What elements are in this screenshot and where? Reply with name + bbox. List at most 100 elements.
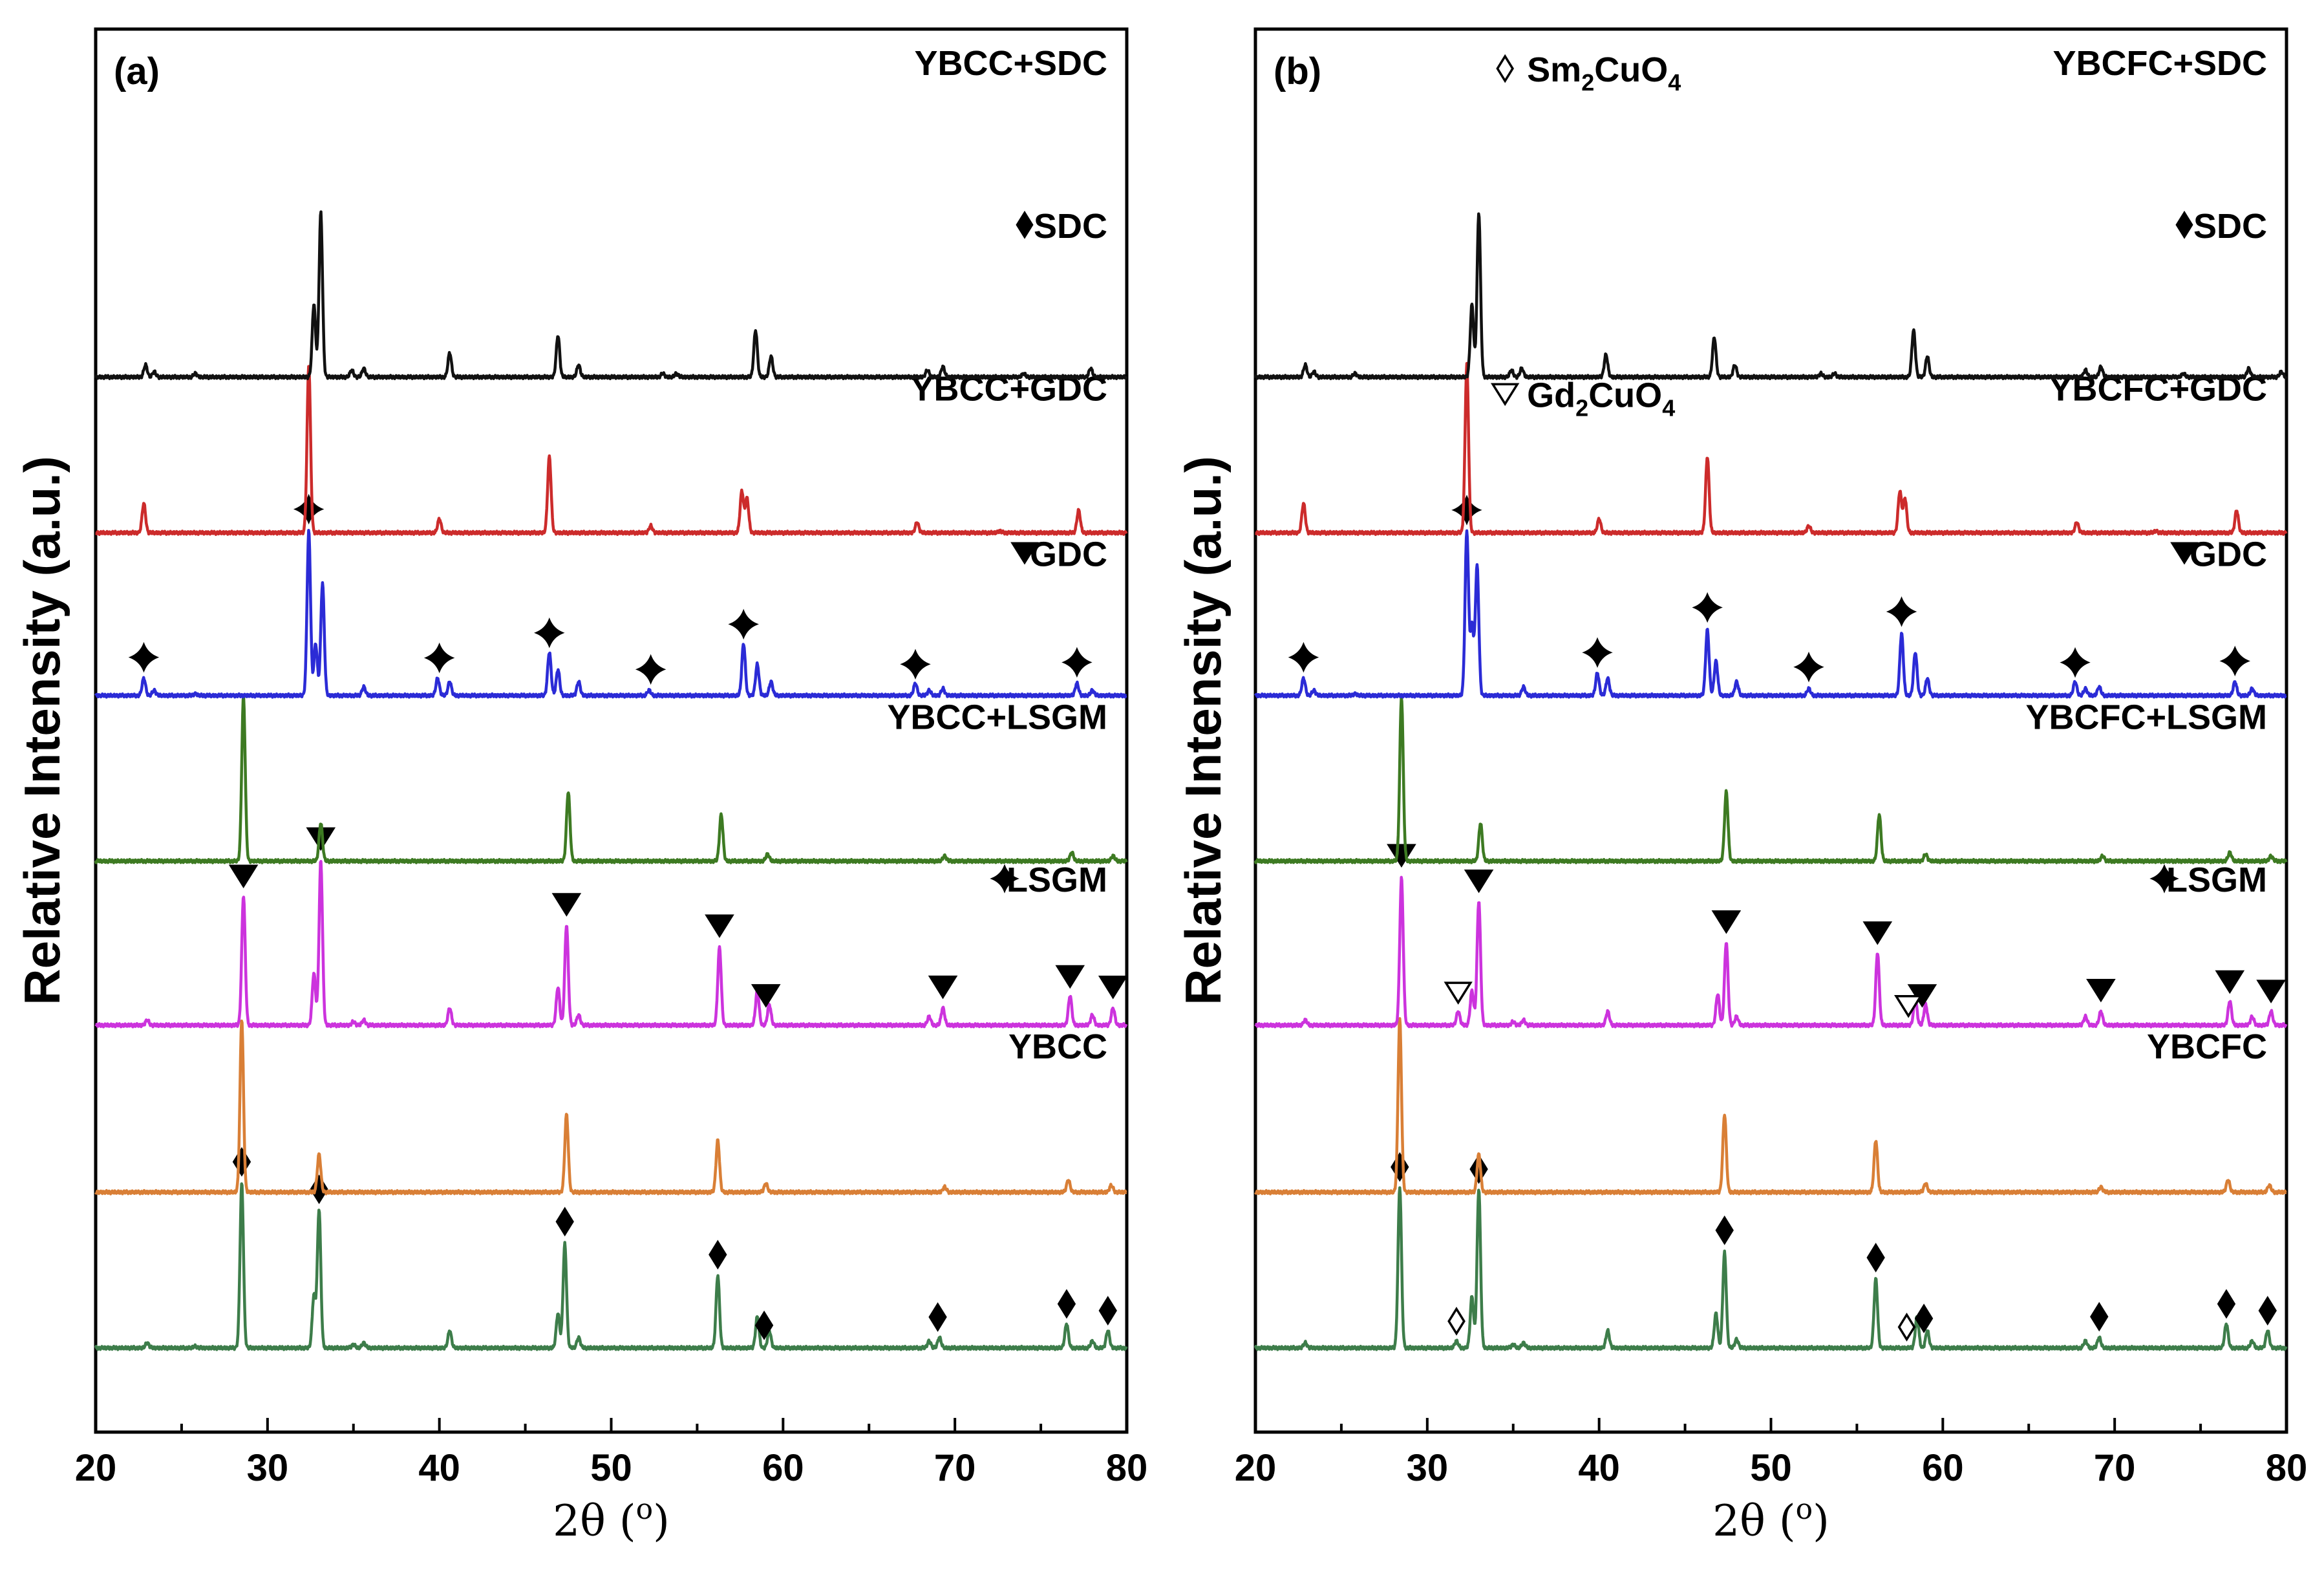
legend-marker-filled-diamond-icon: [2175, 210, 2193, 239]
legend-marker-filled-diamond-icon: [1016, 210, 1034, 239]
phase-annotation: Sm2CuO4: [1527, 50, 1681, 96]
series-label: YBCFC: [2147, 1027, 2267, 1066]
peak-marker-filled-diamond-icon: [1866, 1243, 1885, 1272]
series-label: SDC: [2193, 207, 2267, 246]
x-tick-label: 30: [247, 1447, 289, 1489]
peak-marker-filled-four-point-star-icon: [635, 654, 666, 685]
peak-marker-filled-four-point-star-icon: [1288, 641, 1319, 673]
peak-marker-filled-diamond-icon: [2090, 1302, 2109, 1332]
phase-annotation: Gd2CuO4: [1527, 376, 1675, 421]
peak-marker-filled-four-point-star-icon: [128, 641, 160, 673]
series-line-sdc: [1254, 1017, 2287, 1195]
x-tick-label: 60: [762, 1447, 804, 1489]
peak-marker-filled-four-point-star-icon: [2219, 645, 2251, 677]
series-line-gdc: [94, 694, 1128, 864]
peak-marker-filled-diamond-icon: [2258, 1296, 2277, 1326]
peak-marker-filled-down-triangle-icon: [2215, 970, 2245, 994]
peak-marker-filled-diamond-icon: [2217, 1289, 2236, 1319]
peak-marker-filled-four-point-star-icon: [1061, 647, 1093, 678]
peak-marker-filled-down-triangle-icon: [228, 864, 259, 888]
annotation-open-diamond-icon: [1496, 54, 1515, 83]
peak-marker-filled-diamond-icon: [1098, 1296, 1117, 1326]
peak-marker-filled-diamond-icon: [928, 1302, 947, 1332]
series-label: LSGM: [1007, 861, 1107, 899]
peak-marker-open-diamond-icon: [1447, 1307, 1466, 1336]
peak-marker-filled-diamond-icon: [1469, 1154, 1488, 1184]
peak-marker-filled-down-triangle-icon: [1464, 869, 1494, 894]
series-line-ybcfc-plus-gdc: [1254, 875, 2288, 1029]
x-tick-label: 40: [1578, 1447, 1620, 1489]
series-line-ybcfc-plus-lsgm: [1254, 529, 2287, 699]
peak-marker-filled-down-triangle-icon: [705, 914, 734, 938]
peak-marker-filled-down-triangle-icon: [1387, 844, 1416, 868]
x-tick-label: 60: [1922, 1447, 1964, 1489]
peak-marker-filled-four-point-star-icon: [1451, 495, 1482, 526]
series-line-ybcc-plus-gdc: [94, 859, 1128, 1029]
x-axis-label: 2θ (o): [553, 1493, 670, 1546]
legend-marker-filled-down-triangle-icon: [1010, 542, 1039, 565]
peak-marker-filled-down-triangle-icon: [1711, 910, 1742, 934]
x-tick-label: 20: [1235, 1447, 1277, 1489]
peak-marker-filled-down-triangle-icon: [1862, 921, 1893, 945]
annotation-open-down-triangle-icon: [1491, 383, 1520, 406]
series-line-ybcc-plus-lsgm: [94, 528, 1127, 699]
peak-marker-filled-down-triangle-icon: [2256, 980, 2286, 1003]
series-line-sdc: [94, 1019, 1127, 1195]
x-tick-label: 50: [1750, 1447, 1792, 1489]
peak-marker-filled-diamond-icon: [709, 1239, 727, 1270]
panel-tag: (b): [1274, 50, 1321, 92]
series-label: YBCC+SDC: [914, 44, 1107, 83]
peak-marker-filled-four-point-star-icon: [423, 642, 455, 674]
x-tick-label: 70: [2094, 1447, 2136, 1489]
series-line-lsgm: [1254, 361, 2288, 536]
x-tick-label: 40: [418, 1447, 460, 1489]
peak-marker-open-down-triangle-icon: [1444, 981, 1473, 1005]
peak-marker-filled-diamond-icon: [310, 1174, 328, 1205]
peak-marker-filled-diamond-icon: [555, 1206, 574, 1237]
peak-marker-filled-four-point-star-icon: [1886, 596, 1917, 627]
peak-marker-filled-four-point-star-icon: [293, 493, 325, 525]
panel-tag: (a): [114, 50, 160, 92]
series-label: YBCC+LSGM: [887, 698, 1107, 736]
x-tick-label: 70: [934, 1447, 976, 1489]
peak-marker-filled-down-triangle-icon: [1098, 976, 1128, 1000]
peak-marker-filled-four-point-star-icon: [1793, 651, 1824, 683]
peak-marker-filled-diamond-icon: [1914, 1303, 1934, 1334]
peak-marker-open-diamond-icon: [1897, 1312, 1916, 1342]
peak-marker-filled-four-point-star-icon: [2060, 647, 2091, 678]
panel-a: 20 30 40 50 60 70 80 2θ (o) Relative Intensity (…: [14, 27, 1148, 1546]
series-label: GDC: [2190, 535, 2267, 574]
x-tick-label: 50: [590, 1447, 632, 1489]
series-label: GDC: [1030, 535, 1107, 574]
y-axis-label: Relative Intensity (a.u.): [1175, 456, 1231, 1005]
x-axis-label: 2θ (o): [1712, 1493, 1829, 1546]
legend-marker-filled-down-triangle-icon: [2170, 542, 2199, 565]
x-tick-label: 80: [1106, 1447, 1148, 1489]
series-line-ybcfc: [1253, 212, 2288, 381]
peak-marker-filled-down-triangle-icon: [751, 984, 781, 1008]
peak-marker-filled-down-triangle-icon: [2086, 978, 2116, 1003]
peak-marker-filled-four-point-star-icon: [534, 617, 565, 648]
peak-marker-filled-diamond-icon: [232, 1147, 251, 1177]
peak-marker-filled-diamond-icon: [1715, 1215, 1734, 1245]
series-label: SDC: [1034, 207, 1107, 246]
peak-marker-filled-diamond-icon: [1391, 1152, 1409, 1182]
x-tick-label: 80: [2266, 1447, 2308, 1489]
peak-marker-filled-four-point-star-icon: [900, 648, 931, 680]
series-line-ybcc-plus-sdc: [94, 1182, 1128, 1351]
peak-marker-filled-down-triangle-icon: [1055, 965, 1085, 989]
peak-marker-filled-four-point-star-icon: [1582, 637, 1613, 669]
series-line-ybcfc-plus-sdc: [1253, 1186, 2288, 1351]
x-tick-label: 30: [1407, 1447, 1449, 1489]
series-label: LSGM: [2166, 861, 2267, 899]
peak-marker-filled-diamond-icon: [1057, 1289, 1076, 1319]
series-label: YBCC: [1008, 1027, 1107, 1066]
peak-marker-filled-down-triangle-icon: [928, 975, 958, 1000]
series-line-gdc: [1253, 696, 2288, 864]
peak-marker-filled-four-point-star-icon: [1692, 592, 1723, 623]
x-tick-label: 20: [75, 1447, 117, 1489]
series-line-ybcc: [94, 210, 1128, 381]
peak-marker-filled-diamond-icon: [754, 1310, 774, 1340]
peak-marker-filled-four-point-star-icon: [728, 608, 759, 640]
